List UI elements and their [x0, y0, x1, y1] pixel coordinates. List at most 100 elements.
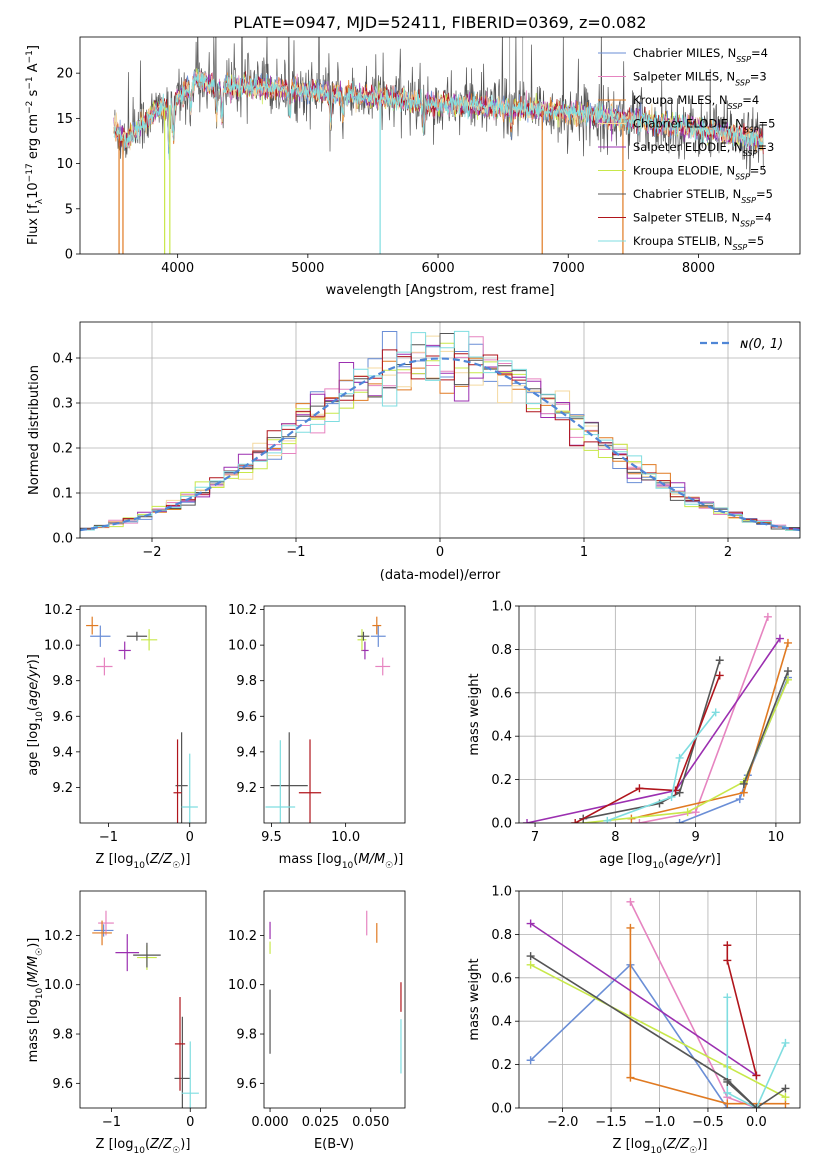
y-tick-label: 1.0	[491, 600, 512, 615]
y-tick-label: 0.0	[491, 1102, 512, 1117]
y-tick-label: 9.6	[236, 710, 257, 725]
x-tick-label: 1	[580, 545, 588, 560]
y-tick-label: 9.2	[52, 781, 73, 796]
legend-entry: Kroupa ELODIE, NSSP=5	[633, 164, 767, 182]
spectrum-line-8	[113, 68, 764, 160]
x-axis-label: E(B-V)	[314, 1137, 354, 1152]
weight-marker	[571, 819, 580, 823]
weight-marker	[675, 788, 684, 797]
weight-marker	[691, 808, 700, 817]
y-tick-label: 0.2	[52, 442, 73, 457]
histogram-8	[80, 330, 800, 538]
x-tick-label: −1.5	[595, 1115, 627, 1130]
normal-curve	[80, 357, 800, 532]
y-tick-label: 10.0	[228, 639, 257, 654]
weight-marker	[715, 656, 724, 665]
plot-area	[519, 891, 800, 1108]
weight-line-6	[574, 675, 721, 823]
weight-line-3	[530, 922, 757, 1077]
weight-marker	[526, 1056, 535, 1065]
weight-line-0	[530, 963, 757, 1108]
y-tick-label: 0.4	[491, 730, 512, 745]
y-axis-label: Flux [fλ10−17 erg cm−2 s−1 A−1]	[25, 45, 45, 245]
y-tick-label: 10.2	[44, 929, 73, 944]
y-tick-label: 10.2	[228, 929, 257, 944]
chart-title: PLATE=0947, MJD=52411, FIBERID=0369, z=0…	[233, 13, 646, 32]
x-tick-label: 10.0	[331, 830, 360, 845]
x-tick-label: 6000	[422, 261, 455, 276]
weight-line-4	[583, 679, 789, 823]
weight-marker	[735, 795, 744, 804]
weight-line-8	[726, 1081, 757, 1108]
weight-marker	[723, 941, 732, 950]
legend-entry: Salpeter ELODIE, NSSP=3	[633, 140, 774, 158]
spectrum-panel: 4000 5000 6000 7000 8000 0 5 10 15 20 PLATE=0947, …	[25, 13, 801, 298]
plot-area	[80, 322, 800, 538]
legend-entry: Chabrier STELIB, NSSP=5	[633, 187, 773, 205]
x-axis-label: wavelength [Angstrom, rest frame]	[326, 283, 555, 298]
x-tick-label: 9.5	[261, 830, 282, 845]
y-tick-label: 0.8	[491, 643, 512, 658]
mass-weight-vs-metallicity-panel: −2.0 −1.5 −1.0 −0.5 0.0 0.0 0.2 0.4 0.6 0.8 1.0 Z […	[467, 885, 801, 1156]
weight-line-6	[726, 945, 758, 1076]
y-tick-label: 0.0	[491, 817, 512, 832]
axes-frame	[263, 890, 406, 1109]
x-axis-label: age [log10(age/yr)]	[599, 852, 721, 871]
plot-area	[519, 606, 800, 823]
weight-marker	[739, 788, 748, 797]
x-tick-label: 8000	[682, 261, 715, 276]
plot-area	[113, 37, 764, 254]
weight-line-7	[607, 711, 717, 822]
x-tick-label: −1	[102, 1115, 121, 1130]
weight-marker	[711, 708, 720, 717]
x-tick-label: −2.0	[547, 1115, 579, 1130]
y-tick-label: 0.4	[52, 352, 73, 367]
weight-marker	[723, 1088, 732, 1097]
x-tick-label: −0.5	[692, 1115, 724, 1130]
residual-histogram-panel: −2 −1 0 1 2 0.0 0.1 0.2 0.3 0.4 ɴ(0, 1) (data-model…	[27, 321, 801, 583]
weight-line-1	[629, 901, 757, 1108]
weight-marker	[739, 779, 748, 788]
weight-marker	[715, 671, 724, 680]
y-tick-label: 20	[56, 67, 73, 82]
y-tick-label: 0.6	[491, 971, 512, 986]
weight-line-4	[530, 964, 786, 1098]
y-tick-label: 9.4	[52, 745, 73, 760]
y-tick-label: 9.8	[236, 1028, 257, 1043]
axes-frame	[518, 605, 801, 824]
y-tick-label: 10.0	[44, 639, 73, 654]
weight-marker	[723, 956, 732, 965]
weight-line-3	[526, 638, 781, 823]
y-tick-label: 0.3	[52, 397, 73, 412]
x-tick-label: 0.050	[352, 1115, 389, 1130]
weight-marker	[523, 819, 532, 823]
y-tick-label: 9.2	[236, 781, 257, 796]
axes-frame	[263, 605, 406, 824]
weight-marker	[781, 1084, 790, 1093]
weight-line-5	[583, 660, 721, 820]
y-axis-label: Normed distribution	[27, 365, 42, 495]
y-tick-label: 0.1	[52, 487, 73, 502]
weight-marker	[775, 634, 784, 643]
legend-entry: Kroupa MILES, NSSP=4	[633, 93, 759, 111]
weight-marker	[635, 784, 644, 793]
y-axis-label: mass weight	[467, 673, 482, 755]
legend-entry: Chabrier ELODIE, NSSP=5	[633, 117, 775, 135]
y-tick-label: 0.2	[491, 1058, 512, 1073]
legend-entry: Salpeter MILES, NSSP=3	[633, 70, 767, 88]
weight-marker	[667, 792, 676, 801]
y-tick-label: 10.2	[228, 603, 257, 618]
mass-vs-extinction-panel: 0.000 0.025 0.050 9.6 9.8 10.0 10.2 E(B-V)	[228, 890, 406, 1152]
weight-marker	[526, 919, 535, 928]
weight-line-5	[530, 955, 786, 1108]
y-tick-label: 0.4	[491, 1015, 512, 1030]
weight-line-1	[639, 616, 769, 823]
weight-marker	[675, 753, 684, 762]
x-tick-label: −1.0	[644, 1115, 676, 1130]
x-tick-label: −2	[142, 545, 161, 560]
x-tick-label: 0	[436, 545, 444, 560]
x-tick-label: 8	[611, 830, 619, 845]
y-tick-label: 0.2	[491, 773, 512, 788]
y-tick-label: 10.0	[44, 978, 73, 993]
axes-frame	[79, 605, 207, 824]
